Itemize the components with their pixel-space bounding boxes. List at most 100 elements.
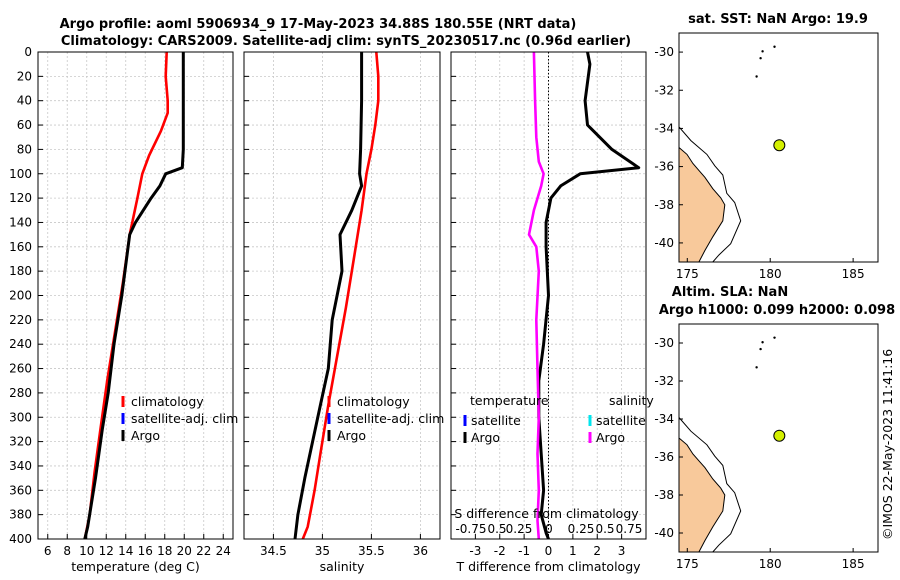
top-tick-label: -0.75: [455, 522, 486, 536]
legend-label: satellite: [596, 413, 646, 428]
y-tick-label: -30: [654, 45, 674, 59]
argo-float-marker: [773, 429, 786, 442]
island-marker: [759, 347, 762, 351]
y-tick-label: -38: [654, 488, 674, 502]
x-tick-label: 24: [216, 544, 231, 558]
map-frame: [678, 323, 879, 553]
x-tick-label: 20: [177, 544, 192, 558]
axes-frame: [37, 51, 234, 540]
series-line-climatology: [83, 51, 169, 540]
y-tick-label: 380: [9, 508, 32, 522]
y-tick-label: 280: [9, 386, 32, 400]
y-tick-label: 180: [9, 264, 32, 278]
x-tick-label: 0: [545, 544, 553, 558]
sst-map-title: sat. SST: NaN Argo: 19.9: [688, 12, 868, 27]
top-tick-label: 0.25: [568, 522, 595, 536]
y-tick-label: 160: [9, 240, 32, 254]
y-tick-label: 60: [17, 118, 32, 132]
x-tick-label: 2: [593, 544, 601, 558]
island-marker: [755, 75, 758, 78]
sla-map-title: Altim. SLA: NaN: [672, 285, 788, 300]
y-tick-label: 40: [17, 94, 32, 108]
y-tick-label: 220: [9, 313, 32, 327]
y-tick-label: -30: [654, 336, 674, 350]
map-frame: [678, 32, 879, 263]
y-tick-label: 100: [9, 167, 32, 181]
series-line-climatology: [301, 51, 380, 540]
sla-map-subtitle: Argo h1000: 0.099 h2000: 0.098: [659, 303, 895, 318]
x-tick-label: 185: [842, 557, 865, 571]
x-tick-label: 36: [413, 544, 428, 558]
y-tick-label: 140: [9, 215, 32, 229]
difference-panel: -3 -2 -1 0 1 2 3T difference from climatology t…: [450, 51, 654, 574]
x-tick-label: 34.5: [260, 544, 287, 558]
x-tick-label: 3: [618, 544, 626, 558]
y-tick-label: 240: [9, 337, 32, 351]
legend-label: Argo: [596, 430, 625, 445]
island-marker: [755, 366, 758, 369]
legend-label: satellite-adj. clim: [131, 411, 238, 426]
x-tick-label: 180: [759, 557, 782, 571]
axes-frame: [243, 51, 441, 540]
series-line-salinity-argo: [527, 51, 545, 540]
x-axis-label: temperature (deg C): [71, 559, 200, 574]
x-tick-label: -3: [469, 544, 481, 558]
x-tick-label: 1: [569, 544, 577, 558]
salinity-panel: 34.5 35 35.5 36 salinity climatology satellite…: [243, 51, 444, 574]
sst-map-panel: 175 180 185 -30 -32 -34 -36 -38 -40: [654, 32, 879, 281]
y-tick-label: 260: [9, 362, 32, 376]
x-tick-label: 175: [676, 557, 699, 571]
y-tick-label: 400: [9, 532, 32, 546]
x-tick-label: 8: [63, 544, 71, 558]
y-tick-label: 340: [9, 459, 32, 473]
axes-frame: [450, 51, 647, 540]
top-tick-label: 0.5: [487, 522, 506, 536]
legend-label: climatology: [337, 394, 410, 409]
y-tick-label: -32: [654, 374, 674, 388]
x-tick-label: 22: [196, 544, 211, 558]
x-tick-label: 14: [118, 544, 133, 558]
y-tick-label: -40: [654, 236, 674, 250]
land-new-zealand: [678, 146, 726, 263]
y-tick-label: 80: [17, 142, 32, 156]
land-new-zealand: [678, 436, 726, 553]
y-tick-label: -38: [654, 198, 674, 212]
temperature-panel: 0 20 40 60 80 100 120 140 160 180 200 220 240 260 280 3…: [9, 45, 238, 574]
legend-label: Argo: [131, 428, 160, 443]
island-marker: [761, 341, 764, 344]
y-tick-label: -36: [654, 160, 674, 174]
x-tick-label: -1: [518, 544, 530, 558]
title-line-2: Climatology: CARS2009. Satellite-adj cli…: [61, 34, 631, 49]
legend-label: climatology: [131, 394, 204, 409]
series-line-argo: [83, 52, 185, 540]
y-tick-label: 120: [9, 191, 32, 205]
y-tick-label: 360: [9, 483, 32, 497]
x-tick-label: 35.5: [358, 544, 385, 558]
x-tick-label: 6: [44, 544, 52, 558]
legend-label: satellite: [471, 413, 521, 428]
top-tick-label: 0.25: [506, 522, 533, 536]
island-marker: [761, 50, 764, 53]
argo-float-marker: [773, 139, 786, 152]
x-tick-label: 175: [676, 267, 699, 281]
island-marker: [759, 56, 762, 60]
y-tick-label: -34: [654, 412, 674, 426]
x-tick-label: 185: [842, 267, 865, 281]
series-line-argo: [293, 52, 364, 540]
top-tick-label: 0.5: [595, 522, 614, 536]
y-tick-label: -40: [654, 526, 674, 540]
x-tick-label: 16: [138, 544, 153, 558]
top-tick-label: 0: [545, 522, 553, 536]
x-axis-label: T difference from climatology: [455, 559, 641, 574]
y-tick-label: 320: [9, 435, 32, 449]
x-tick-label: 35: [315, 544, 330, 558]
y-tick-label: 20: [17, 69, 32, 83]
title-line-1: Argo profile: aoml 5906934_9 17-May-2023…: [60, 17, 577, 32]
top-axis-label: S difference from climatology: [454, 506, 639, 521]
timestamp: ©IMOS 22-May-2023 11:41:16: [880, 349, 895, 540]
y-tick-label: -34: [654, 121, 674, 135]
x-tick-label: -2: [494, 544, 506, 558]
legend-title-salinity: salinity: [609, 393, 654, 408]
y-tick-label: 300: [9, 410, 32, 424]
